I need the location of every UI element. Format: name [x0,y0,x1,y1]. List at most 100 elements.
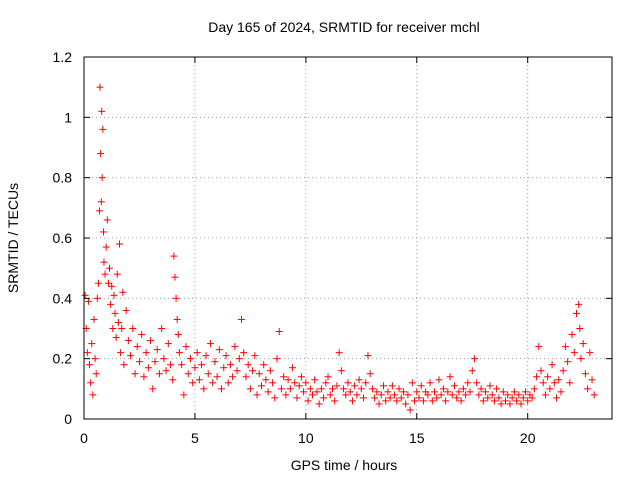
data-point [235,355,243,363]
data-point [397,394,405,402]
data-point [240,349,248,357]
data-point [273,355,281,363]
data-point [106,264,114,272]
data-point [127,352,135,360]
data-point [102,243,110,251]
data-point [559,367,567,375]
data-point [388,382,396,390]
data-point [411,397,419,405]
data-point [375,400,383,408]
y-tick-label: 0.8 [53,170,73,186]
y-tick-label: 1.2 [53,49,73,65]
data-point [548,361,556,369]
data-point [344,379,352,387]
data-point [226,361,234,369]
data-point [331,397,339,405]
data-point [135,358,143,366]
data-point [433,394,441,402]
data-point [521,388,529,396]
data-point [550,379,558,387]
data-point [320,394,328,402]
data-point [218,385,226,393]
data-point [564,358,572,366]
data-point [255,370,263,378]
data-point [373,388,381,396]
data-point [379,382,387,390]
data-point [131,370,139,378]
data-point [295,382,303,390]
data-point [266,367,274,375]
data-point [175,349,183,357]
data-point [311,376,319,384]
data-point [167,361,175,369]
data-point [541,391,549,399]
data-point [313,388,321,396]
data-point [233,367,241,375]
data-point [477,385,485,393]
data-point [257,382,265,390]
data-point [253,391,261,399]
data-point [517,400,525,408]
y-axis-label: SRMTID / TECUs [5,183,21,293]
data-point [129,325,137,332]
data-point [382,397,390,405]
data-point [140,373,148,381]
data-point [435,376,443,384]
data-point [588,376,596,384]
data-point [348,397,356,405]
data-point [584,385,592,393]
data-point [122,306,130,314]
data-point [215,346,223,354]
data-point [251,352,259,360]
data-point [101,270,109,278]
data-point [206,340,214,348]
data-point [286,385,294,393]
data-point [193,349,201,357]
data-point [510,388,518,396]
axis-ticks: 0 0.2 0.4 0.6 0.8 1 1.2 0 5 10 15 20 [53,49,612,446]
y-tick-label: 0.6 [53,230,73,246]
data-point [147,337,155,345]
data-point [158,325,166,332]
data-point [289,364,297,372]
data-point [306,385,314,393]
data-point [107,300,115,308]
data-point [357,385,365,393]
data-point [366,370,374,378]
data-point [504,391,512,399]
y-tick-label: 1 [64,109,72,125]
data-point [360,394,368,402]
data-point [573,309,581,317]
data-point [455,388,463,396]
data-point [488,391,496,399]
data-point [178,361,186,369]
x-tick-label: 20 [520,430,536,446]
data-point [479,397,487,405]
data-point [437,391,445,399]
data-point [94,279,102,287]
data-point [180,391,188,399]
data-point [117,349,125,357]
data-point [566,379,574,387]
data-point [428,397,436,405]
data-point [277,385,285,393]
data-point [473,379,481,387]
data-point [406,406,414,414]
data-point [335,349,343,357]
data-point [113,270,121,278]
x-tick-label: 10 [298,430,314,446]
data-point [377,391,385,399]
data-point [424,391,432,399]
data-point [457,397,465,405]
data-point [220,364,228,372]
data-point [269,379,277,387]
data-point [153,346,161,354]
data-point [90,315,98,323]
data-point [519,394,527,402]
data-point [495,394,503,402]
data-point [133,343,141,351]
data-point [83,349,91,357]
data-point [322,379,330,387]
data-point [444,388,452,396]
